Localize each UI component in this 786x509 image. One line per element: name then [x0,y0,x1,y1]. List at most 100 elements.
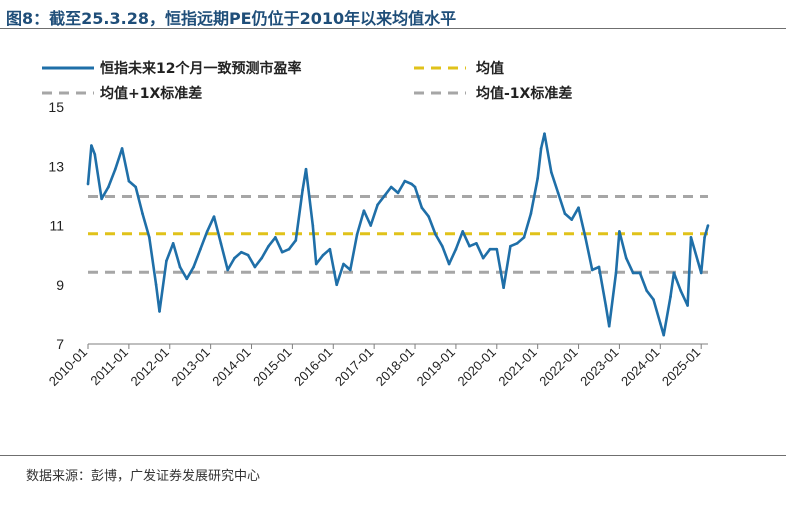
series-point [205,230,209,233]
series-point [645,289,648,292]
series-point [539,147,543,150]
x-tick-label: 2011-01 [87,345,131,389]
series-point [328,247,332,251]
series-point [301,188,304,192]
series-point [427,215,430,218]
series-point [461,230,465,233]
x-tick-label: 2023-01 [577,345,621,389]
series-point [93,153,97,156]
reference-lines [88,194,708,274]
series-point [100,197,103,201]
series-point [362,209,366,212]
series-point [171,241,175,245]
pe-line-chart: 恒指未来12个月一致预测市盈率 均值 均值+1X标准差 均值-1X标准差 7 9 1… [42,60,710,389]
series-point [669,295,672,298]
series-point [509,244,512,248]
series-point [403,179,407,183]
series-point [570,218,574,221]
series-point [219,241,223,245]
x-tick-label: 2021-01 [495,345,539,389]
series-point [158,310,161,313]
series-point [662,333,666,337]
x-tick-label: 2019-01 [414,345,458,389]
series-point [267,244,270,248]
series-point [389,185,393,189]
series-point [239,250,243,254]
y-tick-label: 9 [56,277,64,293]
x-tick-label: 2018-01 [373,345,417,389]
series-point [86,182,90,186]
series-point [495,247,499,251]
series-point [652,298,655,301]
series-point [618,230,621,233]
series-point [420,206,424,210]
series-point [355,233,359,236]
series-point [321,253,325,257]
x-tick-label: 2015-01 [250,345,294,389]
series-point [165,259,168,263]
x-axis-ticks: 2010-012011-012012-012013-012014-012015-… [46,344,703,389]
series-point [614,271,618,275]
series-point [706,224,710,227]
series-point [543,132,546,135]
series-point [488,247,492,251]
bottom-rule [0,455,786,456]
series-point [148,236,151,239]
series-point [607,324,611,328]
x-tick-label: 2022-01 [536,345,580,389]
series-point [413,185,417,189]
series-point [522,236,526,239]
series-layer [86,132,710,337]
series-point [481,256,485,260]
series-point [294,239,298,242]
series-point [369,224,373,227]
series-point [604,304,608,307]
series-point [577,206,580,210]
series-point [192,265,195,269]
series-point [440,244,444,248]
series-point [597,265,601,269]
series-point [549,170,553,174]
series-point [376,203,379,207]
series-point [120,147,124,150]
series-point [454,247,458,251]
series-point [185,277,189,281]
series-point [287,247,291,251]
series-point [199,247,202,251]
series-point [383,194,386,198]
series-point [141,212,144,215]
series-point [349,268,352,272]
series-point [468,244,471,248]
series-point [689,236,693,239]
series-point [107,185,110,189]
series-point [342,262,345,266]
series-point [679,289,683,292]
y-tick-label: 11 [49,218,64,234]
series-line-0 [86,132,710,337]
series-point [178,265,182,269]
series-point [686,304,689,307]
series-point [699,271,703,275]
series-point [563,212,567,215]
series-point [475,241,478,245]
source-note: 数据来源：彭博，广发证券发展研究中心 [26,469,261,484]
series-point [226,268,229,272]
x-tick-label: 2020-01 [455,345,499,389]
series-point [515,241,519,245]
x-tick-label: 2017-01 [332,345,376,389]
x-tick-label: 2024-01 [618,345,662,389]
x-tick-label: 2025-01 [659,345,703,389]
series-point [233,256,236,260]
series-point [212,215,216,218]
x-tick-label: 2016-01 [291,345,335,389]
top-rule [0,28,786,29]
series-point [396,191,400,195]
series-point [335,283,338,287]
y-tick-label: 13 [48,158,64,174]
series-point [154,283,158,287]
chart-legend: 恒指未来12个月一致预测市盈率 均值 均值+1X标准差 均值-1X标准差 [42,60,572,102]
series-point [672,271,676,275]
y-tick-label: 7 [56,336,64,352]
series-point [529,212,533,215]
series-point [696,259,700,263]
